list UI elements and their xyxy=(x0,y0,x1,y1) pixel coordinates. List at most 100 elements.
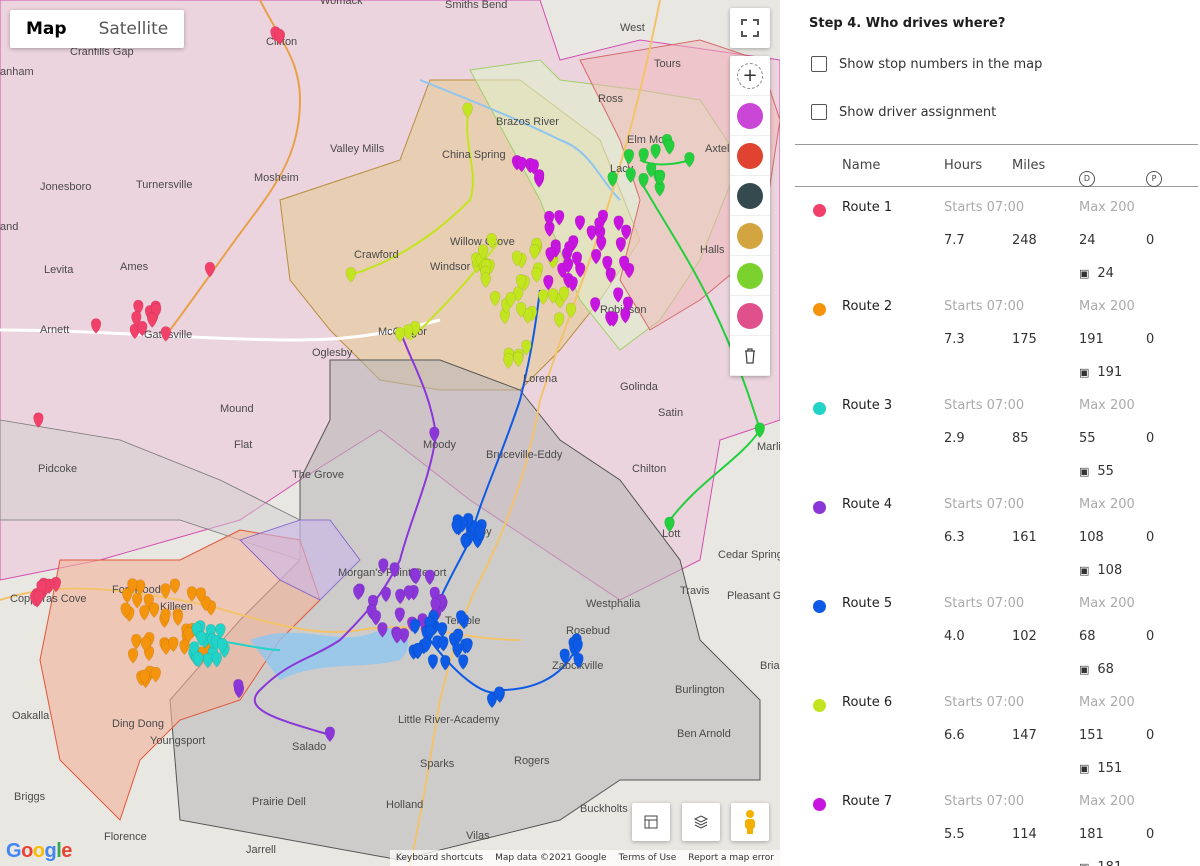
add-zone-button[interactable]: + xyxy=(730,56,770,96)
route-row[interactable]: Route 2 Starts 07:00 Max 200 7.3 175 191 0 ▣ 191 xyxy=(795,299,1198,398)
route-max-capacity[interactable]: Max 200 xyxy=(1079,200,1135,215)
stop-marker[interactable] xyxy=(522,308,533,324)
stop-marker[interactable] xyxy=(452,642,463,659)
stop-marker[interactable] xyxy=(160,639,172,656)
zone-color-button-5[interactable] xyxy=(730,256,770,296)
stop-marker[interactable] xyxy=(613,215,624,232)
route-max-capacity[interactable]: Max 200 xyxy=(1079,794,1135,809)
stop-marker[interactable] xyxy=(324,726,336,743)
stop-marker[interactable] xyxy=(395,588,406,605)
stop-marker[interactable] xyxy=(215,623,226,639)
stop-marker[interactable] xyxy=(195,587,207,603)
stop-marker[interactable] xyxy=(521,339,532,356)
fullscreen-button[interactable] xyxy=(730,8,770,48)
stop-marker[interactable] xyxy=(486,692,498,709)
stop-marker[interactable] xyxy=(391,628,403,644)
stop-marker[interactable] xyxy=(147,312,158,328)
stop-marker[interactable] xyxy=(460,534,471,550)
stop-marker[interactable] xyxy=(754,422,765,439)
stop-marker[interactable] xyxy=(403,585,415,601)
stop-marker[interactable] xyxy=(615,236,626,253)
stop-marker[interactable] xyxy=(596,235,607,252)
stop-marker[interactable] xyxy=(378,558,389,574)
stop-marker[interactable] xyxy=(544,210,555,227)
stop-marker[interactable] xyxy=(211,652,222,668)
stop-marker[interactable] xyxy=(127,648,139,664)
stop-marker[interactable] xyxy=(139,669,150,686)
route-max-capacity[interactable]: Max 200 xyxy=(1079,695,1135,710)
report-error-link[interactable]: Report a map error xyxy=(688,853,774,863)
stop-marker[interactable] xyxy=(574,215,586,231)
stop-marker[interactable] xyxy=(345,267,357,283)
zone-color-button-6[interactable] xyxy=(730,296,770,336)
stop-marker[interactable] xyxy=(377,622,388,638)
stop-marker[interactable] xyxy=(564,241,575,257)
stop-marker[interactable] xyxy=(538,289,549,305)
stop-marker[interactable] xyxy=(462,637,473,654)
stop-marker[interactable] xyxy=(453,628,464,645)
stop-marker[interactable] xyxy=(440,655,451,671)
stop-marker[interactable] xyxy=(654,169,666,186)
route-start-time[interactable]: Starts 07:00 xyxy=(944,200,1025,215)
street-view-button[interactable] xyxy=(731,803,769,841)
stop-marker[interactable] xyxy=(547,288,559,304)
stop-marker[interactable] xyxy=(410,568,422,585)
stop-marker[interactable] xyxy=(133,299,144,316)
stop-marker[interactable] xyxy=(233,678,244,695)
stop-marker[interactable] xyxy=(638,147,649,164)
stop-marker[interactable] xyxy=(478,244,489,260)
stop-marker[interactable] xyxy=(139,605,150,621)
stop-marker[interactable] xyxy=(394,607,405,623)
stop-marker[interactable] xyxy=(607,171,618,188)
stop-marker[interactable] xyxy=(410,618,421,635)
stop-marker[interactable] xyxy=(394,326,406,343)
stop-marker[interactable] xyxy=(474,525,485,542)
stop-marker[interactable] xyxy=(135,579,146,596)
stop-marker[interactable] xyxy=(513,351,524,368)
stop-marker[interactable] xyxy=(620,308,631,324)
checkbox-box[interactable] xyxy=(811,56,827,72)
zone-color-button-2[interactable] xyxy=(730,136,770,176)
route-row[interactable]: Route 3 Starts 07:00 Max 200 2.9 85 55 0 ▣ 55 xyxy=(795,398,1198,497)
terms-link[interactable]: Terms of Use xyxy=(618,853,677,863)
stop-marker[interactable] xyxy=(186,586,197,602)
stop-marker[interactable] xyxy=(458,654,469,670)
stop-marker[interactable] xyxy=(451,519,462,535)
stop-marker[interactable] xyxy=(438,635,449,652)
stop-marker[interactable] xyxy=(380,586,392,603)
map-canvas[interactable]: Womack Smiths Bend West Cranfills Gap Cl… xyxy=(0,0,780,866)
stop-marker[interactable] xyxy=(559,648,570,665)
delete-zone-button[interactable] xyxy=(730,336,770,376)
route-start-time[interactable]: Starts 07:00 xyxy=(944,299,1025,314)
stop-marker[interactable] xyxy=(424,569,435,586)
stop-marker[interactable] xyxy=(594,217,605,233)
stop-marker[interactable] xyxy=(565,302,577,319)
stop-marker[interactable] xyxy=(543,274,554,291)
route-max-capacity[interactable]: Max 200 xyxy=(1079,299,1135,314)
stop-marker[interactable] xyxy=(534,169,545,185)
stop-marker[interactable] xyxy=(168,636,179,653)
stop-marker[interactable] xyxy=(193,651,204,668)
stop-marker[interactable] xyxy=(605,267,616,284)
stop-marker[interactable] xyxy=(140,636,151,653)
route-row[interactable]: Route 4 Starts 07:00 Max 200 6.3 161 108 0 ▣ 108 xyxy=(795,497,1198,596)
stop-marker[interactable] xyxy=(480,272,491,289)
stop-marker[interactable] xyxy=(389,562,400,578)
keyboard-shortcuts-link[interactable]: Keyboard shortcuts xyxy=(395,853,484,863)
stop-marker[interactable] xyxy=(623,148,635,165)
stop-marker[interactable] xyxy=(33,590,44,606)
layout-button[interactable] xyxy=(632,803,670,841)
stop-marker[interactable] xyxy=(160,583,171,599)
stop-marker[interactable] xyxy=(120,602,131,619)
stop-marker[interactable] xyxy=(622,296,634,313)
stop-marker[interactable] xyxy=(646,162,657,178)
stop-marker[interactable] xyxy=(516,156,527,173)
stop-marker[interactable] xyxy=(196,630,207,647)
route-start-time[interactable]: Starts 07:00 xyxy=(944,497,1025,512)
route-start-time[interactable]: Starts 07:00 xyxy=(944,596,1025,611)
stop-marker[interactable] xyxy=(217,637,228,654)
stop-marker[interactable] xyxy=(573,652,584,669)
stop-marker[interactable] xyxy=(131,311,142,327)
stop-marker[interactable] xyxy=(412,642,424,659)
route-row[interactable]: Route 1 Starts 07:00 Max 200 7.7 248 24 0 ▣ 24 xyxy=(795,200,1198,299)
